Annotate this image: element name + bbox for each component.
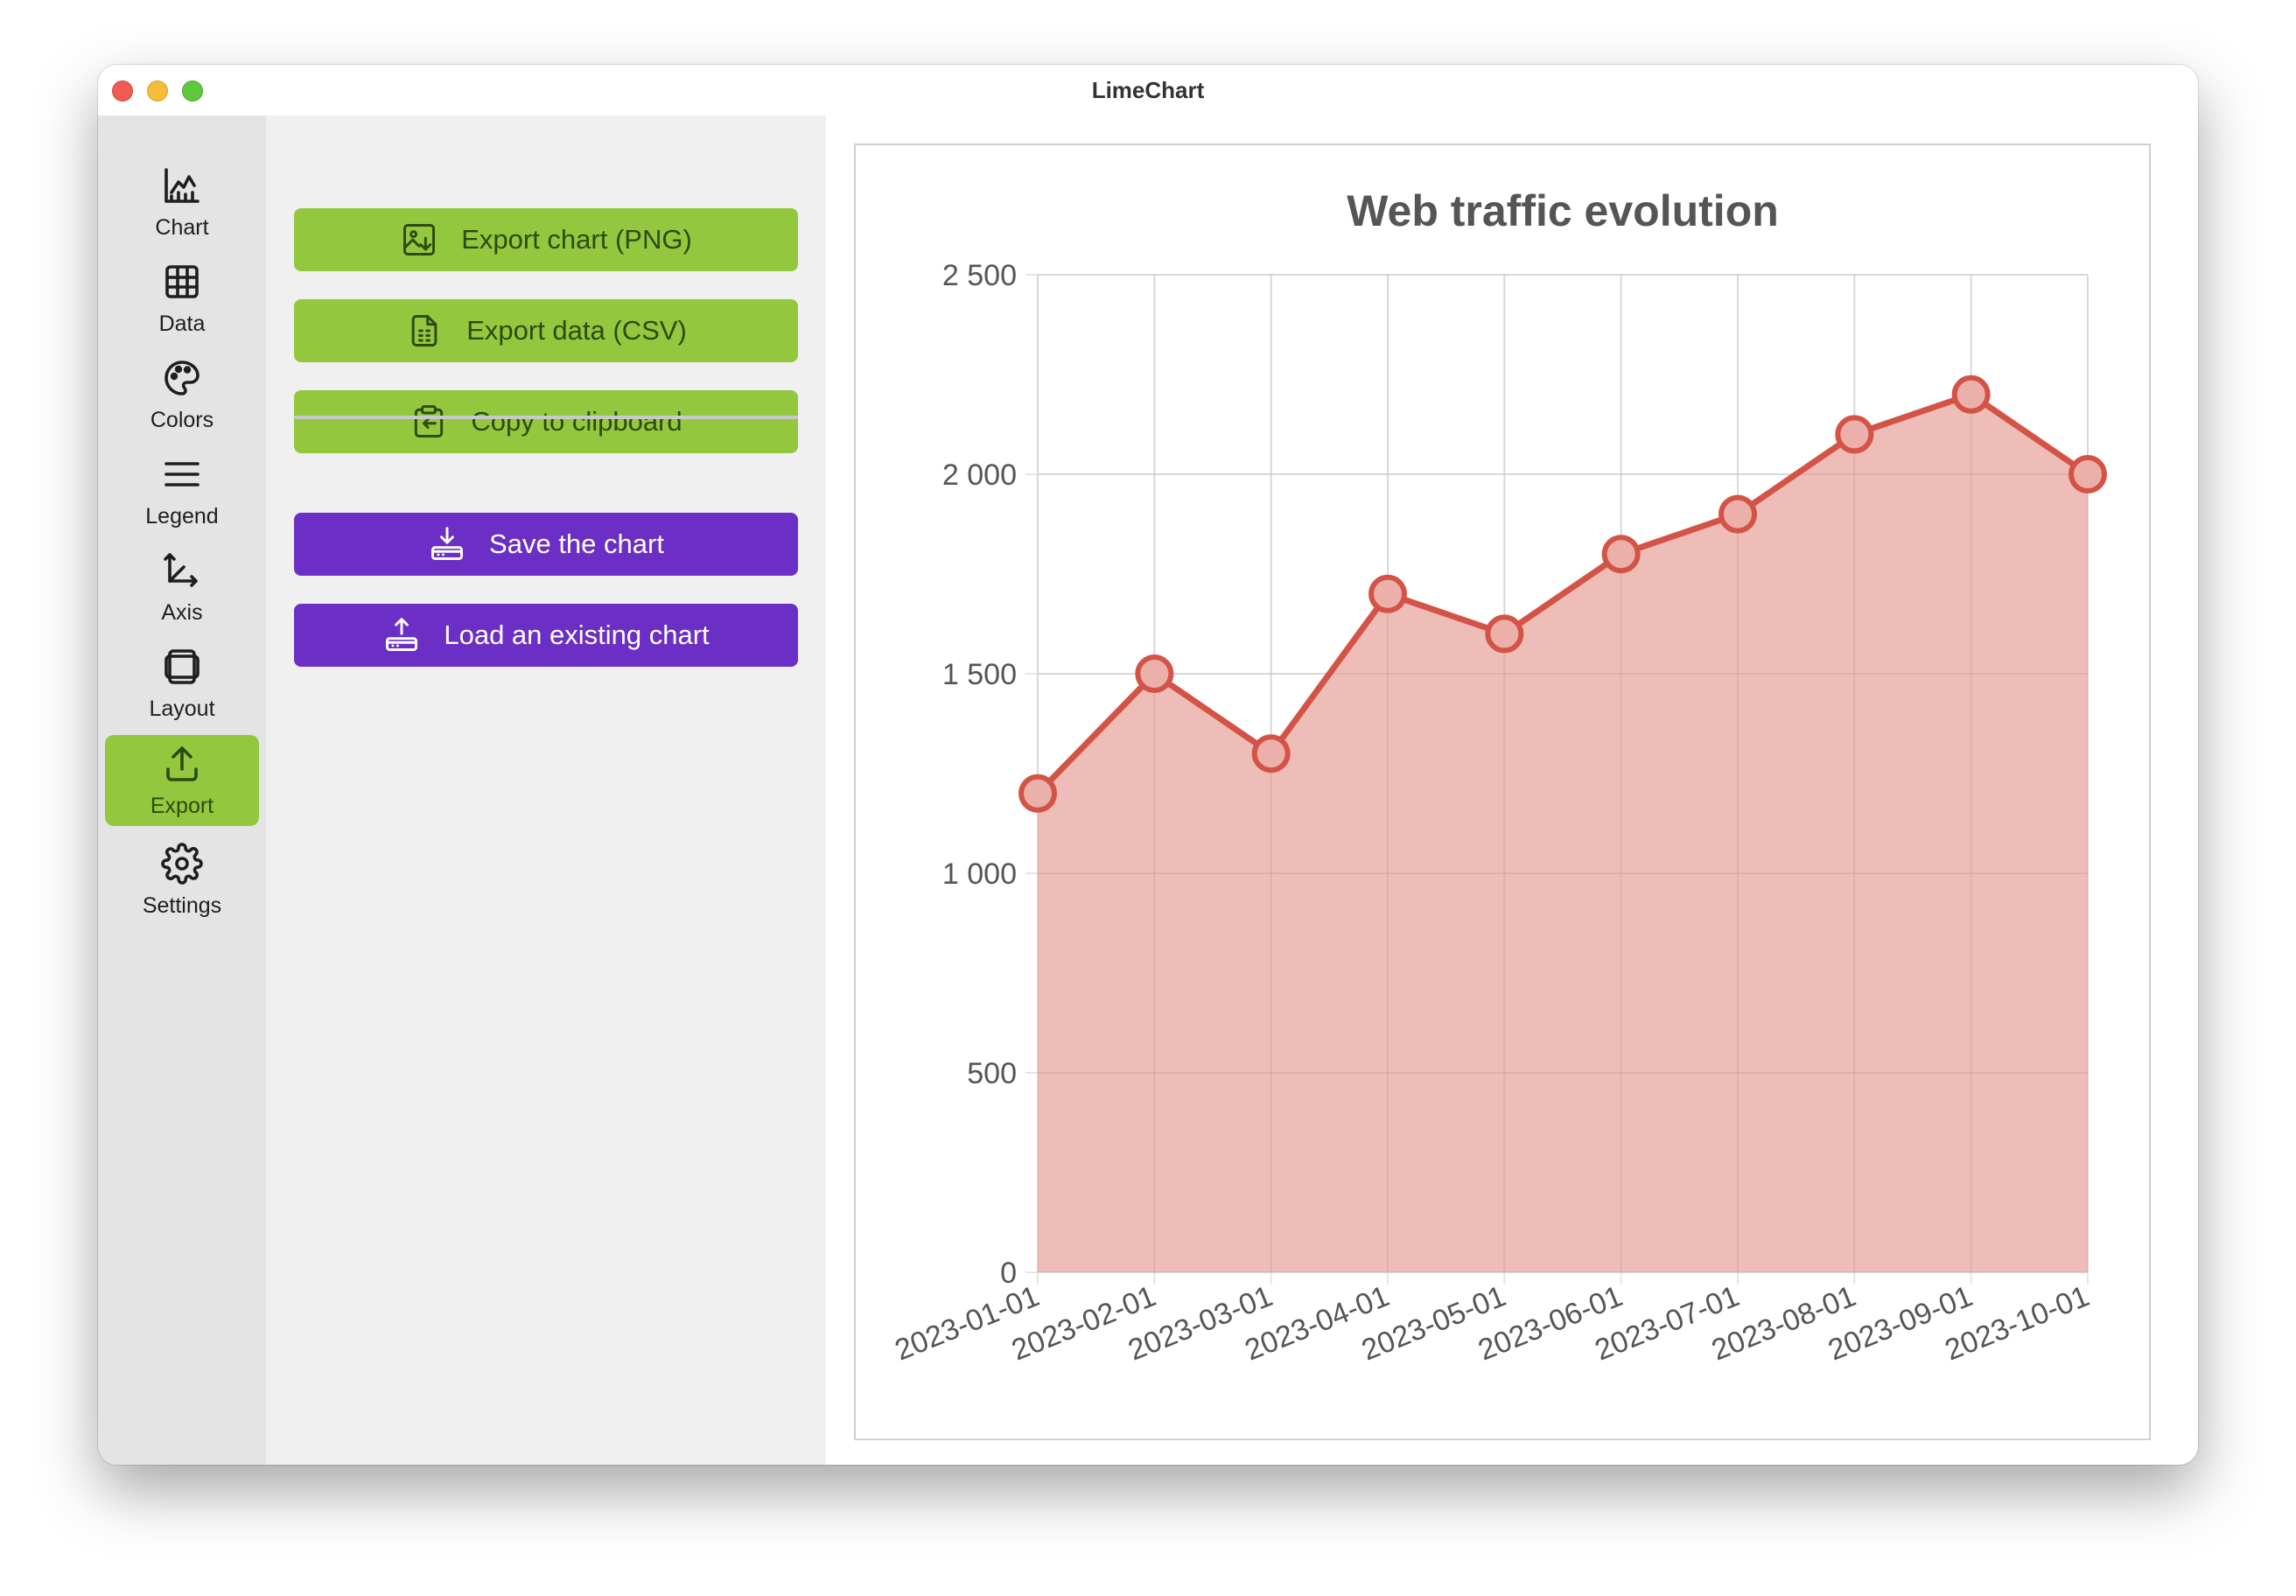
sidebar-item-label: Chart [155, 214, 209, 240]
chart-preview-area: Web traffic evolution 0 500 1 000 1 500 2 000… [826, 116, 2198, 1465]
sidebar-item-label: Colors [150, 407, 214, 432]
chart[interactable]: Web traffic evolution 0 500 1 000 1 500 2 000… [856, 145, 2149, 1438]
copy-clipboard-label: Copy to clipboard [471, 406, 682, 437]
sidebar-item-label: Axis [161, 599, 203, 625]
export-csv-label: Export data (CSV) [466, 315, 687, 346]
y-tick-label: 1 000 [942, 858, 1017, 891]
sidebar-item-label: Data [158, 311, 206, 336]
titlebar: LimeChart [98, 65, 2198, 116]
sidebar-item-data[interactable]: Data [105, 222, 259, 374]
data-point [1718, 494, 1757, 534]
sidebar: Chart Data Colors Legend Axis [98, 116, 266, 1465]
close-window-button[interactable] [112, 80, 133, 102]
axis-icon [164, 552, 198, 587]
sidebar-item-settings[interactable]: Settings [105, 835, 259, 926]
data-point [1485, 614, 1524, 654]
data-point [1018, 774, 1057, 813]
layout-icon [164, 648, 200, 684]
data-point [1835, 415, 1874, 454]
data-point [1251, 734, 1291, 774]
palette-icon [164, 360, 200, 396]
data-point [1601, 535, 1641, 574]
chart-title: Web traffic evolution [1347, 186, 1779, 235]
export-png-button[interactable]: Export chart (PNG) [294, 208, 798, 271]
data-point [1135, 654, 1174, 693]
save-chart-label: Save the chart [489, 528, 664, 559]
y-tick-label: 2 500 [942, 259, 1017, 292]
panel-divider [294, 416, 798, 419]
upload-icon [166, 746, 198, 781]
data-point [1951, 374, 1991, 414]
minimize-window-button[interactable] [147, 80, 168, 102]
sidebar-item-chart[interactable]: Chart [105, 126, 259, 278]
table-icon [165, 264, 199, 298]
load-chart-button[interactable]: Load an existing chart [294, 604, 798, 667]
sidebar-item-legend[interactable]: Legend [105, 415, 259, 567]
load-chart-label: Load an existing chart [444, 620, 710, 650]
gear-icon [161, 842, 203, 885]
y-tick-label: 2 000 [942, 458, 1017, 492]
sidebar-item-label: Legend [145, 503, 219, 528]
clipboard-icon [415, 405, 444, 438]
y-tick-label: 1 500 [942, 658, 1017, 691]
sidebar-item-export[interactable]: Export [105, 735, 259, 826]
window-controls [112, 80, 203, 102]
series-line [1035, 391, 2090, 796]
chart-frame: Web traffic evolution 0 500 1 000 1 500 2 000… [854, 144, 2151, 1440]
export-csv-button[interactable]: Export data (CSV) [294, 299, 798, 362]
sidebar-item-label: Layout [149, 696, 215, 721]
load-upload-icon [386, 618, 418, 651]
save-chart-button[interactable]: Save the chart [294, 513, 798, 576]
menu-icon [164, 461, 200, 486]
sidebar-item-colors[interactable]: Colors [105, 318, 259, 471]
spreadsheet-file-icon [411, 315, 438, 346]
chart-icon [164, 167, 200, 203]
save-download-icon [431, 527, 464, 560]
data-point [2068, 455, 2107, 494]
sidebar-item-label: Export [150, 793, 214, 818]
series-area [1038, 394, 2088, 1272]
maximize-window-button[interactable] [182, 80, 203, 102]
export-png-label: Export chart (PNG) [461, 224, 692, 255]
window-title: LimeChart [1091, 76, 1205, 103]
y-tick-label: 0 [1000, 1256, 1017, 1290]
image-download-icon [403, 224, 436, 256]
export-panel: Export chart (PNG) Export data (CSV) Cop… [266, 116, 826, 1465]
sidebar-item-layout[interactable]: Layout [105, 607, 259, 760]
data-point [1368, 574, 1407, 613]
app-window: LimeChart Chart Data Colors Le [98, 65, 2198, 1465]
sidebar-item-label: Settings [142, 892, 222, 918]
copy-clipboard-button[interactable]: Copy to clipboard [294, 390, 798, 453]
sidebar-item-axis[interactable]: Axis [105, 511, 259, 663]
y-tick-label: 500 [967, 1057, 1017, 1090]
